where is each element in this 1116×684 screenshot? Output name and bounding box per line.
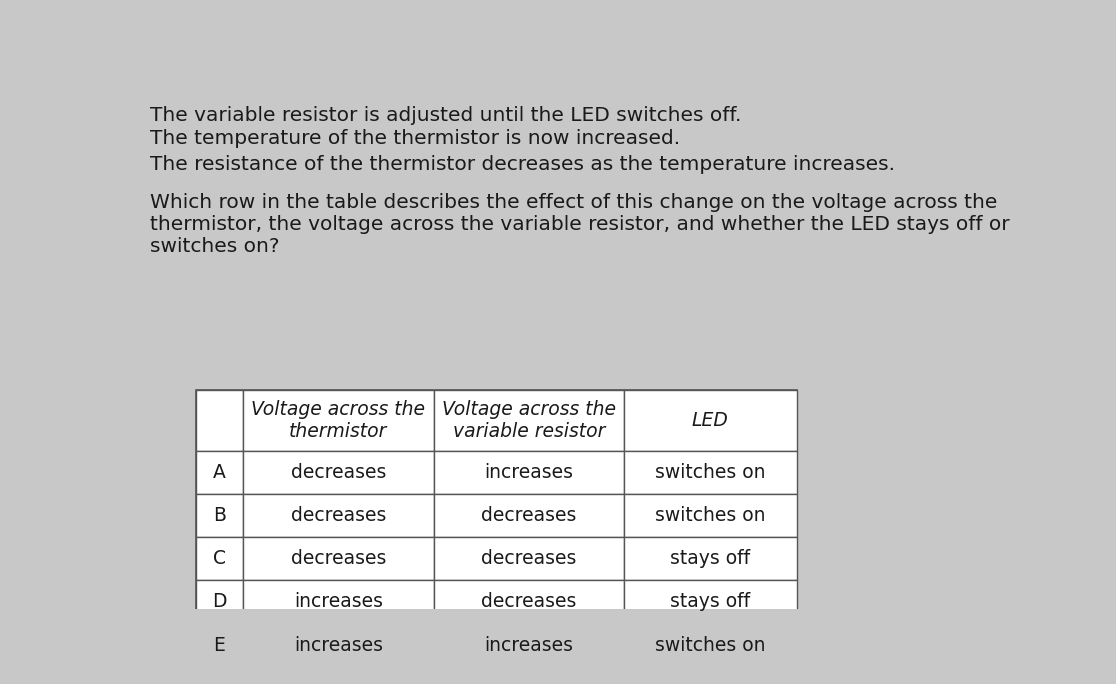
- FancyBboxPatch shape: [195, 494, 243, 537]
- Text: decreases: decreases: [291, 506, 386, 525]
- Text: The variable resistor is adjusted until the LED switches off.: The variable resistor is adjusted until …: [150, 106, 741, 124]
- Text: increases: increases: [484, 635, 574, 655]
- FancyBboxPatch shape: [195, 390, 243, 451]
- Text: switches on: switches on: [655, 506, 766, 525]
- FancyBboxPatch shape: [624, 537, 797, 580]
- FancyBboxPatch shape: [243, 494, 433, 537]
- FancyBboxPatch shape: [243, 451, 433, 494]
- FancyBboxPatch shape: [433, 494, 624, 537]
- Text: decreases: decreases: [291, 463, 386, 482]
- Text: increases: increases: [294, 635, 383, 655]
- Text: decreases: decreases: [481, 506, 576, 525]
- Text: decreases: decreases: [481, 549, 576, 568]
- FancyBboxPatch shape: [243, 580, 433, 624]
- Text: switches on: switches on: [655, 463, 766, 482]
- FancyBboxPatch shape: [195, 580, 243, 624]
- Text: Voltage across the
variable resistor: Voltage across the variable resistor: [442, 400, 616, 441]
- FancyBboxPatch shape: [433, 580, 624, 624]
- FancyBboxPatch shape: [624, 390, 797, 451]
- Text: Voltage across the
thermistor: Voltage across the thermistor: [251, 400, 425, 441]
- FancyBboxPatch shape: [195, 451, 243, 494]
- FancyBboxPatch shape: [195, 537, 243, 580]
- FancyBboxPatch shape: [243, 537, 433, 580]
- Text: stays off: stays off: [671, 592, 750, 611]
- Text: The resistance of the thermistor decreases as the temperature increases.: The resistance of the thermistor decreas…: [150, 155, 895, 174]
- Text: decreases: decreases: [291, 549, 386, 568]
- Text: B: B: [213, 506, 227, 525]
- FancyBboxPatch shape: [433, 537, 624, 580]
- FancyBboxPatch shape: [624, 624, 797, 667]
- Text: A: A: [213, 463, 225, 482]
- FancyBboxPatch shape: [433, 451, 624, 494]
- Text: stays off: stays off: [671, 549, 750, 568]
- FancyBboxPatch shape: [243, 624, 433, 667]
- Text: E: E: [213, 635, 225, 655]
- Text: Which row in the table describes the effect of this change on the voltage across: Which row in the table describes the eff…: [150, 193, 1010, 256]
- FancyBboxPatch shape: [433, 624, 624, 667]
- Text: LED: LED: [692, 411, 729, 430]
- Text: decreases: decreases: [481, 592, 576, 611]
- Text: switches on: switches on: [655, 635, 766, 655]
- FancyBboxPatch shape: [624, 451, 797, 494]
- FancyBboxPatch shape: [195, 624, 243, 667]
- FancyBboxPatch shape: [195, 390, 797, 667]
- Text: increases: increases: [294, 592, 383, 611]
- FancyBboxPatch shape: [624, 494, 797, 537]
- Text: D: D: [212, 592, 227, 611]
- FancyBboxPatch shape: [433, 390, 624, 451]
- Text: increases: increases: [484, 463, 574, 482]
- FancyBboxPatch shape: [243, 390, 433, 451]
- Text: The temperature of the thermistor is now increased.: The temperature of the thermistor is now…: [150, 129, 680, 148]
- FancyBboxPatch shape: [624, 580, 797, 624]
- Text: C: C: [213, 549, 227, 568]
